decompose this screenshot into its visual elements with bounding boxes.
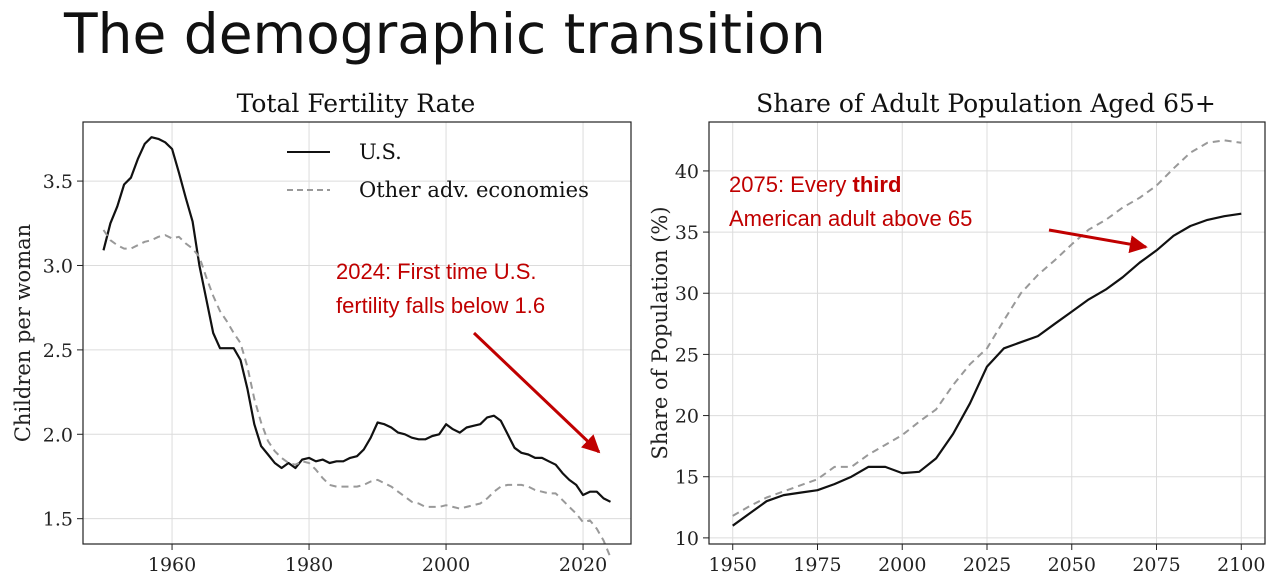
fertility-x-ticks: 1960 1980 2000 2020	[148, 544, 607, 576]
aging-series-other-adv-economies-line	[732, 139, 1242, 517]
aging-series	[732, 139, 1242, 527]
aging-y-axis-label: Share of Population (%)	[648, 206, 672, 459]
aging-x-tick-label: 2025	[963, 554, 1011, 576]
fertility-y-tick-label: 2.5	[43, 340, 73, 362]
fertility-chart: Total Fertility Rate 1960 1980 2000 2020 1.…	[11, 89, 632, 576]
fertility-x-tick-label: 2000	[422, 554, 470, 576]
fertility-plot-frame	[82, 121, 632, 545]
fertility-annotation: 2024: First time U.S. fertility falls be…	[336, 259, 601, 454]
aging-annotation: 2075: Every third American adult above 6…	[729, 172, 1148, 254]
fertility-y-axis-label: Children per woman	[11, 224, 35, 442]
fertility-y-ticks: 1.5 2.0 2.5 3.0 3.5	[43, 171, 83, 531]
fertility-x-tick-label: 1980	[285, 554, 333, 576]
aging-y-tick-label: 35	[675, 222, 699, 244]
aging-x-tick-label: 2000	[878, 554, 926, 576]
aging-chart: Share of Adult Population Aged 65+ 1950 1…	[648, 89, 1266, 576]
fertility-y-tick-label: 3.5	[43, 171, 73, 193]
slide-title: The demographic transition	[64, 2, 826, 66]
fertility-x-tick-label: 1960	[148, 554, 196, 576]
aging-x-tick-label: 2075	[1132, 554, 1180, 576]
aging-annotation-line-2: American adult above 65	[729, 206, 972, 231]
fertility-series	[102, 136, 612, 558]
fertility-annotation-line-2: fertility falls below 1.6	[336, 293, 545, 318]
aging-x-tick-label: 2050	[1048, 554, 1096, 576]
aging-x-tick-label: 1950	[709, 554, 757, 576]
aging-x-tick-label: 1975	[793, 554, 841, 576]
fertility-chart-title: Total Fertility Rate	[237, 89, 476, 118]
aging-y-ticks: 10 15 20 25 30 35 40	[675, 161, 709, 550]
fertility-y-tick-label: 1.5	[43, 509, 73, 531]
aging-chart-title: Share of Adult Population Aged 65+	[756, 89, 1216, 118]
fertility-x-tick-label: 2020	[559, 554, 607, 576]
fertility-annotation-line-1: 2024: First time U.S.	[336, 259, 537, 284]
aging-plot-frame	[708, 121, 1266, 545]
aging-series-us-line	[732, 212, 1242, 527]
fertility-y-tick-label: 3.0	[43, 255, 73, 277]
fertility-annotation-arrow	[472, 331, 601, 454]
aging-annotation-prefix: 2075: Every	[729, 172, 853, 197]
fertility-series-other-adv-economies-line	[102, 229, 612, 558]
fertility-gridlines	[83, 122, 631, 544]
legend-label-other: Other adv. economies	[359, 178, 589, 202]
legend-label-us: U.S.	[359, 140, 402, 164]
aging-annotation-emphasis: third	[853, 172, 902, 197]
aging-x-tick-label: 2100	[1217, 554, 1265, 576]
fertility-legend: U.S. Other adv. economies	[287, 140, 589, 202]
aging-y-tick-label: 25	[675, 344, 699, 366]
aging-y-tick-label: 10	[675, 528, 699, 550]
aging-annotation-arrow	[1048, 228, 1148, 254]
aging-y-tick-label: 15	[675, 467, 699, 489]
fertility-series-us-line	[102, 136, 611, 503]
aging-y-tick-label: 30	[675, 283, 699, 305]
aging-y-tick-label: 20	[675, 406, 699, 428]
aging-x-ticks: 1950 1975 2000 2025 2050 2075 2100	[709, 544, 1265, 576]
aging-annotation-line-1: 2075: Every third	[729, 172, 901, 197]
aging-y-tick-label: 40	[675, 161, 699, 183]
fertility-y-tick-label: 2.0	[43, 424, 73, 446]
